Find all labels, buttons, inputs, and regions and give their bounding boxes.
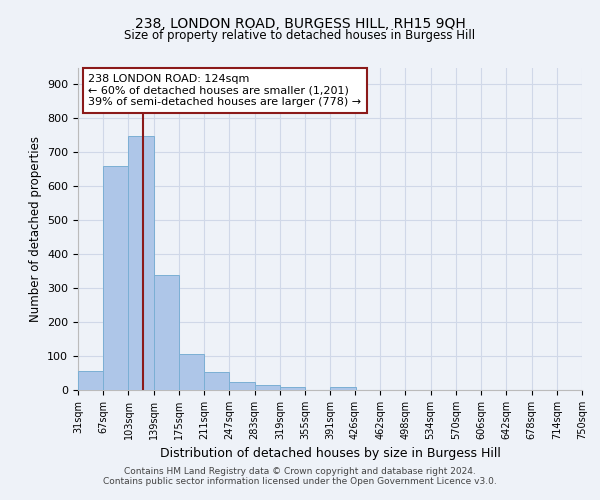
Text: 238, LONDON ROAD, BURGESS HILL, RH15 9QH: 238, LONDON ROAD, BURGESS HILL, RH15 9QH	[134, 18, 466, 32]
Bar	[204, 372, 229, 390]
Text: Contains public sector information licensed under the Open Government Licence v3: Contains public sector information licen…	[103, 477, 497, 486]
Bar	[280, 386, 305, 390]
Text: 238 LONDON ROAD: 124sqm
← 60% of detached houses are smaller (1,201)
39% of semi: 238 LONDON ROAD: 124sqm ← 60% of detache…	[88, 74, 361, 107]
Text: Contains HM Land Registry data © Crown copyright and database right 2024.: Contains HM Land Registry data © Crown c…	[124, 467, 476, 476]
Bar	[254, 385, 280, 390]
Bar	[331, 386, 356, 390]
Bar	[78, 372, 103, 390]
Text: Size of property relative to detached houses in Burgess Hill: Size of property relative to detached ho…	[124, 29, 476, 42]
Bar	[179, 354, 204, 390]
Bar	[154, 276, 179, 390]
Bar	[103, 166, 128, 390]
Bar	[128, 136, 154, 390]
Y-axis label: Number of detached properties: Number of detached properties	[29, 136, 41, 322]
X-axis label: Distribution of detached houses by size in Burgess Hill: Distribution of detached houses by size …	[160, 448, 500, 460]
Bar	[229, 382, 254, 390]
